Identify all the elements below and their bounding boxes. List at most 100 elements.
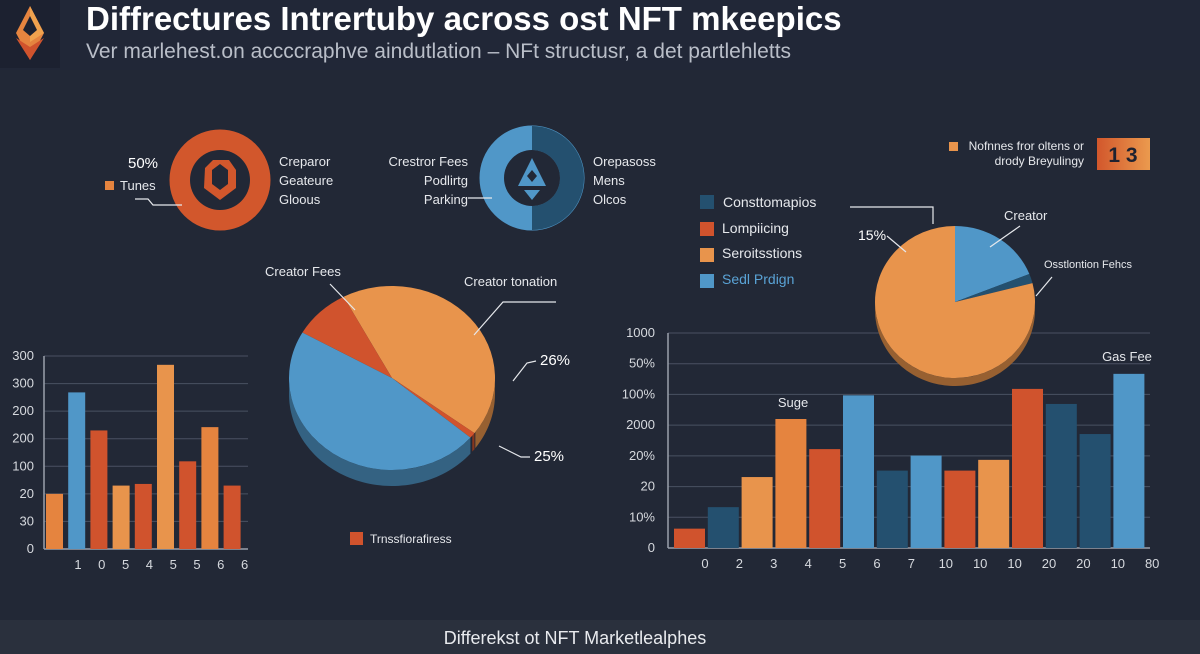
orange-donut xyxy=(169,129,271,231)
x-tick-label: 6 xyxy=(217,557,224,572)
x-tick-label: 2 xyxy=(736,556,743,571)
pie-slice-side xyxy=(472,433,475,452)
pie-slice-side xyxy=(475,378,495,449)
y-tick-label: 300 xyxy=(12,376,34,391)
x-tick-label: 0 xyxy=(701,556,708,571)
x-tick-label: 5 xyxy=(170,557,177,572)
x-tick-label: 5 xyxy=(193,557,200,572)
leader-line xyxy=(1035,276,1053,297)
x-tick-label: 1 xyxy=(74,557,81,572)
pie-label: Creator tonation xyxy=(464,274,557,289)
pie-slice-side xyxy=(289,380,471,486)
right-legend: Consttomapios Lompiicing Seroitsstions S… xyxy=(700,194,816,288)
y-tick-label: 20% xyxy=(629,448,655,463)
x-tick-label: 5 xyxy=(122,557,129,572)
bar xyxy=(112,485,130,549)
donut-label: Geateure xyxy=(279,173,333,188)
bar xyxy=(1079,434,1111,548)
pie-label: Creator xyxy=(1004,208,1048,223)
bar xyxy=(876,470,908,548)
count-badge-text: 1 3 xyxy=(1108,144,1137,167)
y-tick-label: 200 xyxy=(12,431,34,446)
leader-line xyxy=(135,198,182,206)
bar-annotation: Suge xyxy=(778,395,808,410)
donut-label: Mens xyxy=(593,173,625,188)
y-tick-label: 20 xyxy=(641,479,655,494)
bar xyxy=(223,485,241,549)
bar xyxy=(775,419,807,548)
legend-label: Trnssfiorafiress xyxy=(370,532,452,546)
legend-swatch xyxy=(700,248,714,262)
bar xyxy=(201,427,219,549)
donut-percent-label: 50% xyxy=(128,155,158,172)
blue-donut xyxy=(479,125,585,231)
bar xyxy=(134,483,152,549)
leader-line xyxy=(498,445,530,458)
bar xyxy=(179,461,197,549)
pie-annotation: 26% xyxy=(540,352,570,369)
ethereum-diamond-icon xyxy=(16,6,44,60)
bar xyxy=(910,455,942,548)
leader-line xyxy=(473,301,556,336)
y-tick-label: 1000 xyxy=(626,325,655,340)
legend-label: Seroitsstions xyxy=(722,245,802,261)
right-bar-chart: 1000 50% 100% 2000 20% 20 10% 0 0 2 3 4 5 6 7 10 10 10 20 2… xyxy=(622,325,1160,571)
leader-line xyxy=(886,235,907,253)
bar xyxy=(843,395,874,548)
y-tick-label: 2000 xyxy=(626,417,655,432)
legend-swatch xyxy=(949,142,958,151)
nft-shield-icon xyxy=(204,160,236,200)
bar xyxy=(978,459,1010,548)
x-tick-label: 4 xyxy=(805,556,812,571)
x-tick-label: 4 xyxy=(146,557,153,572)
y-tick-label: 200 xyxy=(12,403,34,418)
x-tick-label: 6 xyxy=(873,556,880,571)
bar xyxy=(68,392,86,549)
legend-swatch xyxy=(350,532,363,545)
legend-swatch xyxy=(700,195,714,209)
footer-caption: Differekst ot NFT Marketlealphes xyxy=(444,628,706,648)
ethereum-emblem-icon xyxy=(518,158,546,200)
y-tick-label: 0 xyxy=(648,540,655,555)
x-tick-label: 10 xyxy=(973,556,987,571)
top-legend-line: drody Breyulingy xyxy=(995,154,1084,168)
legend-swatch xyxy=(700,222,714,236)
y-tick-label: 100% xyxy=(622,386,656,401)
bar xyxy=(809,449,841,548)
y-tick-label: 10% xyxy=(629,509,655,524)
footer-band xyxy=(0,620,1200,654)
x-tick-label: 5 xyxy=(839,556,846,571)
donut-label: Podlirtg xyxy=(424,173,468,188)
legend-label: Sedl Prdign xyxy=(722,271,794,287)
x-tick-label: 10 xyxy=(939,556,953,571)
pie-slice xyxy=(302,296,392,378)
bar xyxy=(674,528,705,548)
bar xyxy=(1113,373,1145,548)
legend-label: Consttomapios xyxy=(723,194,816,210)
bar xyxy=(1045,403,1077,548)
bar xyxy=(707,507,739,548)
legend-label: Lompiicing xyxy=(722,220,789,236)
y-tick-label: 100 xyxy=(12,458,34,473)
y-tick-label: 50% xyxy=(629,356,655,371)
pie-label: 15% xyxy=(858,227,886,243)
y-tick-label: 30 xyxy=(20,513,34,528)
pie-slice xyxy=(955,274,1033,302)
donut-label: Parking xyxy=(424,192,468,207)
x-tick-label: 3 xyxy=(770,556,777,571)
leader-line xyxy=(329,283,356,311)
x-tick-label: 7 xyxy=(908,556,915,571)
count-badge xyxy=(1097,138,1150,170)
header-band xyxy=(0,0,1200,70)
donut-label: Creparor xyxy=(279,154,331,169)
pie-slice xyxy=(875,226,1035,379)
pie-annotation: 25% xyxy=(534,448,564,465)
center-pie-chart xyxy=(288,286,495,486)
legend-label: Tunes xyxy=(120,178,156,193)
donut-label: Crestror Fees xyxy=(389,154,469,169)
bar xyxy=(1012,388,1043,548)
legend-swatch xyxy=(105,181,114,190)
donut-label: Orepasoss xyxy=(593,154,656,169)
